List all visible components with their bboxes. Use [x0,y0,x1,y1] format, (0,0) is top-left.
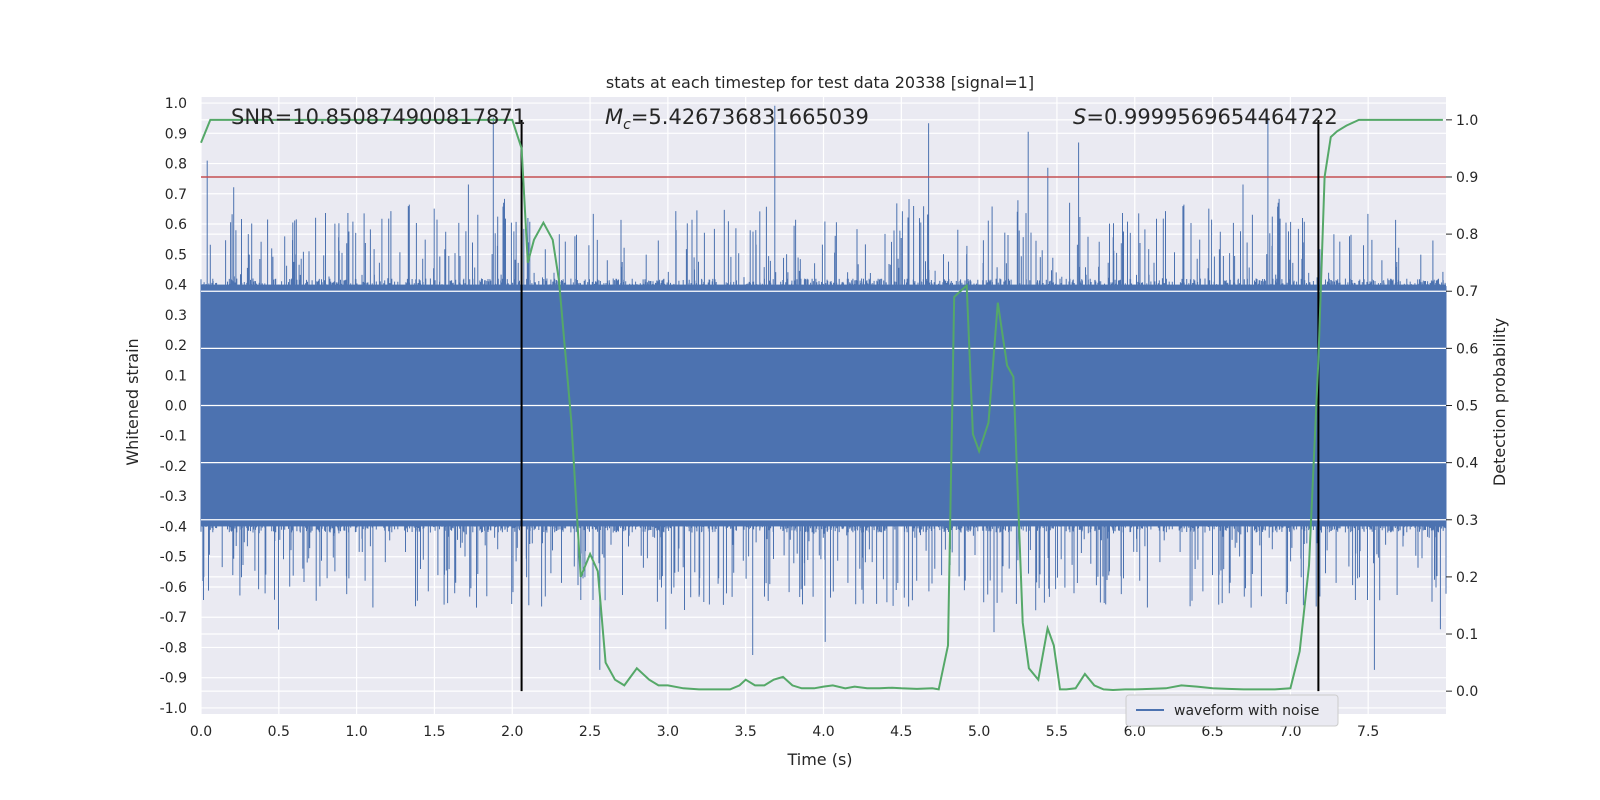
y2-axis-label: Detection probability [1490,318,1509,486]
x-tick-label: 7.5 [1357,724,1379,740]
mc-value: =5.426736831665039 [631,105,869,129]
x-tick-label: 6.0 [1124,724,1146,740]
snr-annotation: SNR=10.850874900817871 [231,105,526,129]
y-tick-label: 0.9 [165,126,187,142]
y-tick-label: -0.2 [160,459,187,475]
y-tick-label: 0.3 [165,308,187,324]
x-tick-label: 5.0 [968,724,990,740]
y-tick-label: 1.0 [165,96,187,112]
y-tick-label: -0.1 [160,429,187,445]
legend-box [1125,694,1339,727]
x-tick-label: 6.5 [1201,724,1223,740]
y2-tick-label: 0.8 [1456,227,1478,243]
y-tick-label: 0.5 [165,247,187,263]
x-tick-label: 5.5 [1046,724,1068,740]
legend: waveform with noise [1125,694,1339,727]
y-tick-label: -0.8 [160,640,187,656]
y2-tick-label: 0.2 [1456,570,1478,586]
y-tick-label: -0.7 [160,610,187,626]
y-tick-label: 0.6 [165,217,187,233]
x-tick-label: 4.5 [890,724,912,740]
y-tick-label: -0.9 [160,671,187,687]
y2-tick-label: 0.1 [1456,627,1478,643]
s-value: =0.9999569654464722 [1086,105,1337,129]
x-tick-label: 3.5 [735,724,757,740]
y-tick-label: 0.0 [165,399,187,415]
y2-tick-label: 0.5 [1456,399,1478,415]
y2-tick-label: 0.7 [1456,284,1478,300]
y2-tick-label: 0.3 [1456,513,1478,529]
x-tick-label: 3.0 [657,724,679,740]
y-tick-label: 0.1 [165,368,187,384]
y2-tick-label: 0.0 [1456,684,1478,700]
y-tick-label: -0.3 [160,489,187,505]
y-tick-label: -1.0 [160,701,187,717]
y2-tick-label: 0.9 [1456,170,1478,186]
mc-subscript: c [623,117,631,133]
y2-tick-label: 0.4 [1456,456,1478,472]
y-tick-label: 0.7 [165,187,187,203]
probability-series [200,118,1443,692]
y-tick-label: -0.5 [160,550,187,566]
s-symbol: S [1073,105,1086,129]
y-tick-label: 0.4 [165,278,187,294]
y-tick-label: 0.8 [165,157,187,173]
mc-symbol: M [605,105,623,129]
y-axis-label: Whitened strain [123,338,142,465]
x-tick-label: 1.5 [423,724,445,740]
x-tick-label: 7.0 [1279,724,1301,740]
x-tick-label: 4.0 [812,724,834,740]
x-tick-label: 0.0 [190,724,212,740]
y-tick-label: 0.2 [165,338,187,354]
y-tick-label: -0.6 [160,580,187,596]
chart-title: stats at each timestep for test data 203… [606,73,1034,92]
x-tick-label: 0.5 [268,724,290,740]
y2-tick-label: 0.6 [1456,341,1478,357]
y2-tick-label: 1.0 [1456,113,1478,129]
x-tick-label: 2.0 [501,724,523,740]
x-tick-label: 1.0 [345,724,367,740]
y-tick-label: -0.4 [160,519,187,535]
x-tick-label: 2.5 [579,724,601,740]
legend-entry-waveform: waveform with noise [1174,703,1319,719]
x-axis-label: Time (s) [786,750,852,769]
mc-annotation: Mc=5.426736831665039 [605,105,869,133]
s-annotation: S=0.9999569654464722 [1073,105,1338,129]
